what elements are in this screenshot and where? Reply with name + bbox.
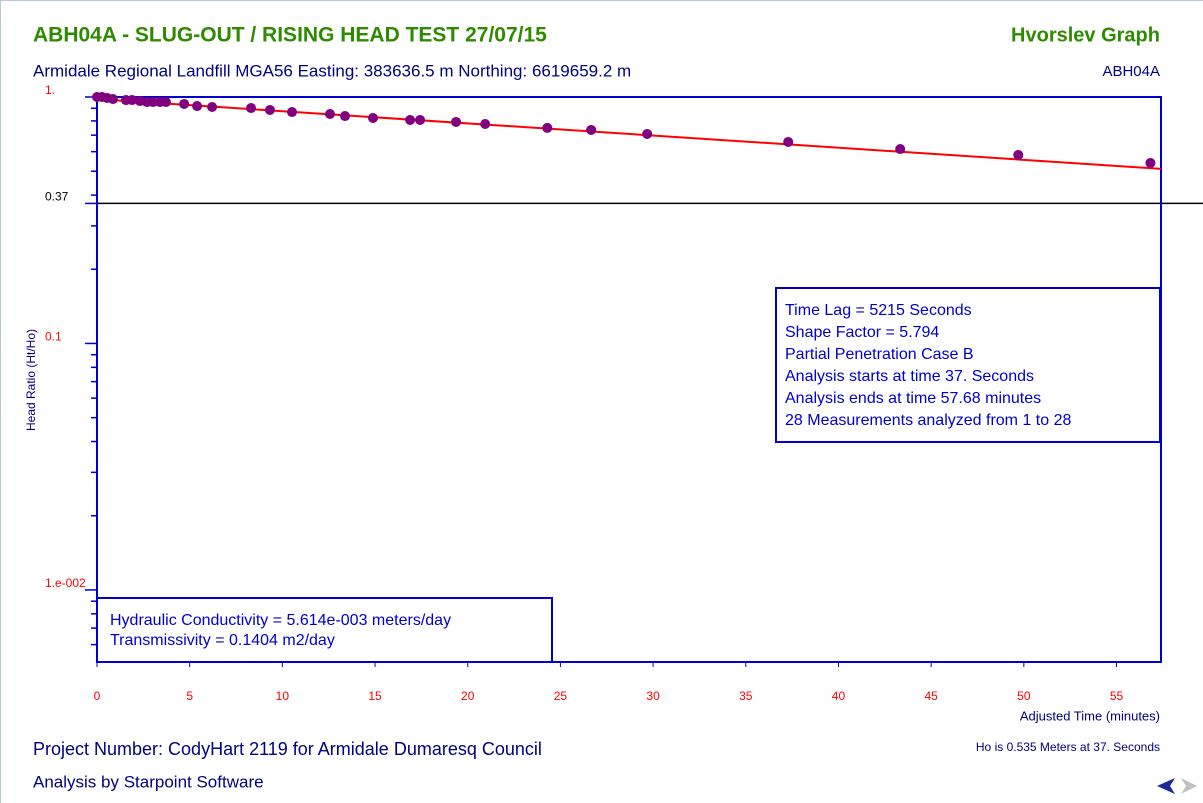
data-point [207, 101, 218, 112]
y-axis-label: Head Ratio (Ht/Ho) [24, 329, 38, 431]
y-tick-label: 1. [45, 83, 55, 97]
data-point [107, 94, 118, 105]
data-point [586, 124, 597, 135]
data-point [480, 119, 491, 130]
data-point [415, 114, 426, 125]
data-point [642, 128, 653, 139]
conductivity-line: Transmissivity = 0.1404 m2/day [110, 632, 335, 649]
y-tick-label: 0.1 [45, 330, 62, 344]
data-point [405, 114, 416, 125]
y-tick-label: 0.37 [45, 190, 69, 204]
data-point [160, 97, 171, 108]
graph-name: Hvorslev Graph [1011, 24, 1160, 46]
data-point [1013, 149, 1024, 160]
data-point [246, 103, 257, 114]
x-tick-label: 0 [94, 689, 101, 703]
data-point [325, 109, 336, 120]
nav-back-arrow[interactable] [1157, 778, 1175, 794]
data-point [127, 95, 138, 106]
data-point [264, 104, 275, 115]
x-tick-label: 20 [461, 689, 475, 703]
results-line: Partial Penetration Case B [785, 346, 974, 363]
data-point [287, 107, 298, 118]
x-axis-label: Adjusted Time (minutes) [1020, 708, 1160, 723]
well-id: ABH04A [1102, 63, 1160, 80]
footer-analysis: Analysis by Starpoint Software [33, 772, 264, 791]
results-line: Analysis starts at time 37. Seconds [785, 368, 1034, 385]
x-tick-label: 35 [739, 689, 753, 703]
x-tick-label: 10 [276, 689, 290, 703]
x-tick-label: 45 [924, 689, 938, 703]
chart-title: ABH04A - SLUG-OUT / RISING HEAD TEST 27/… [33, 24, 547, 47]
results-line: Shape Factor = 5.794 [785, 324, 939, 341]
data-point [895, 144, 906, 155]
data-point [147, 97, 158, 108]
x-tick-label: 15 [368, 689, 382, 703]
results-line: 28 Measurements analyzed from 1 to 28 [785, 412, 1071, 429]
x-tick-label: 5 [186, 689, 193, 703]
x-tick-label: 25 [554, 689, 568, 703]
ho-note: Ho is 0.535 Meters at 37. Seconds [976, 740, 1160, 754]
footer-project: Project Number: CodyHart 2119 for Armida… [33, 739, 542, 759]
conductivity-line: Hydraulic Conductivity = 5.614e-003 mete… [110, 612, 451, 629]
results-line: Analysis ends at time 57.68 minutes [785, 390, 1041, 407]
data-point [368, 112, 379, 123]
results-line: Time Lag = 5215 Seconds [785, 302, 972, 319]
data-point [340, 111, 351, 122]
data-point [542, 122, 553, 133]
x-tick-label: 30 [646, 689, 660, 703]
results-box [775, 287, 1161, 443]
data-point [179, 98, 190, 109]
nav-forward-arrow[interactable] [1181, 778, 1197, 794]
data-point [1145, 157, 1156, 168]
subtitle: Armidale Regional Landfill MGA56 Easting… [33, 61, 631, 80]
y-tick-label: 1.e-002 [45, 576, 86, 590]
conductivity-box [96, 597, 553, 663]
data-point [783, 136, 794, 147]
x-tick-label: 40 [832, 689, 846, 703]
nav-forward[interactable] [1181, 778, 1197, 794]
data-point [192, 101, 203, 112]
x-tick-label: 55 [1110, 689, 1124, 703]
data-point [451, 116, 462, 127]
x-tick-label: 50 [1017, 689, 1031, 703]
nav-back[interactable] [1157, 778, 1175, 794]
